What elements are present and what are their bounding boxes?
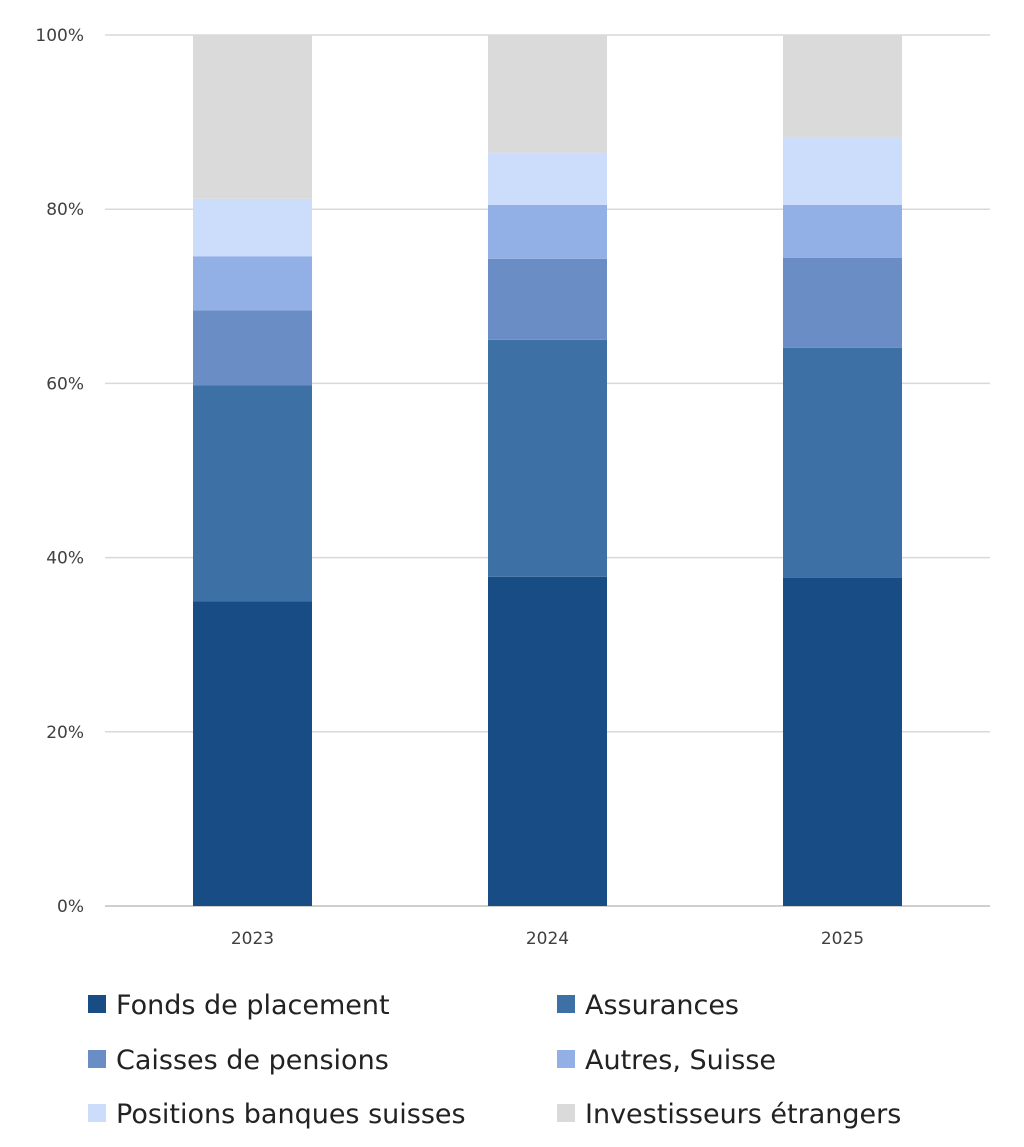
bar-2023-assurances xyxy=(193,385,312,602)
x-tick-label: 2024 xyxy=(526,929,569,949)
bar-2023-investisseurs-trangers xyxy=(193,35,312,199)
x-tick-label: 2023 xyxy=(231,929,274,949)
legend-label: Investisseurs étrangers xyxy=(585,1099,901,1130)
y-tick-label: 0% xyxy=(57,897,84,917)
legend-swatch xyxy=(88,1050,106,1068)
legend-swatch xyxy=(88,995,106,1013)
legend-label: Positions banques suisses xyxy=(116,1099,466,1130)
legend-swatch xyxy=(557,1104,575,1122)
legend-swatch xyxy=(557,995,575,1013)
bar-2023-fonds-de-placement xyxy=(193,601,312,906)
legend-label: Autres, Suisse xyxy=(585,1045,776,1076)
legend-swatch xyxy=(557,1050,575,1068)
bars xyxy=(193,35,902,906)
bar-2024-positions-banques-suisses xyxy=(488,152,607,205)
bar-2024-autres-suisse xyxy=(488,204,607,259)
legend-swatch xyxy=(88,1104,106,1122)
y-tick-label: 40% xyxy=(46,549,84,569)
legend-label: Assurances xyxy=(585,990,739,1021)
bar-2025-investisseurs-trangers xyxy=(783,35,902,137)
bar-2023-caisses-de-pensions xyxy=(193,310,312,386)
y-tick-label: 60% xyxy=(46,374,84,394)
bar-2025-positions-banques-suisses xyxy=(783,136,902,205)
bar-2023-positions-banques-suisses xyxy=(193,198,312,257)
x-axis-ticks: 2023 2024 2025 xyxy=(231,929,864,949)
bar-2024-fonds-de-placement xyxy=(488,576,607,906)
legend-label: Caisses de pensions xyxy=(116,1045,389,1076)
bar-2024-caisses-de-pensions xyxy=(488,258,607,340)
bar-2025-autres-suisse xyxy=(783,204,902,258)
bar-2024-assurances xyxy=(488,339,607,577)
y-tick-label: 80% xyxy=(46,200,84,220)
bar-2025-caisses-de-pensions xyxy=(783,257,902,348)
bar-2025-assurances xyxy=(783,347,902,578)
y-tick-label: 20% xyxy=(46,723,84,743)
y-tick-label: 100% xyxy=(35,26,84,46)
y-axis-ticks: 0% 20% 40% 60% 80% 100% xyxy=(35,26,84,917)
legend-label: Fonds de placement xyxy=(116,990,390,1021)
bar-2024-investisseurs-trangers xyxy=(488,35,607,153)
legend: Fonds de placement Assurances Caisses de p… xyxy=(88,990,901,1130)
bar-2025-fonds-de-placement xyxy=(783,577,902,906)
bar-2023-autres-suisse xyxy=(193,256,312,311)
x-tick-label: 2025 xyxy=(821,929,864,949)
